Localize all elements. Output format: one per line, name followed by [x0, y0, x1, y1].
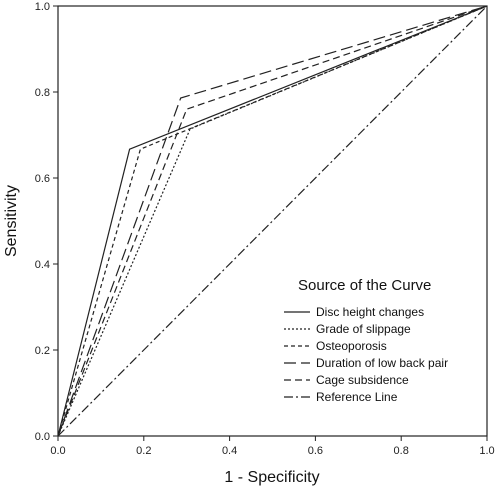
y-tick-label: 1.0 — [35, 1, 50, 13]
legend-label: Cage subsidence — [316, 373, 409, 387]
y-tick-label: 0.2 — [35, 345, 50, 357]
legend-label: Grade of slippage — [316, 322, 411, 336]
y-tick-label: 0.6 — [35, 173, 50, 185]
y-tick-label: 0.4 — [35, 259, 50, 271]
series-line-reference-line — [57, 5, 488, 437]
x-tick-label: 0.4 — [222, 445, 237, 457]
x-tick-label: 0.0 — [50, 445, 65, 457]
x-tick-label: 0.8 — [394, 445, 409, 457]
legend-label: Reference Line — [316, 390, 398, 404]
plot-frame — [57, 5, 488, 437]
series-line-grade-of-slippage — [57, 5, 488, 437]
legend-title: Source of the Curve — [298, 277, 431, 294]
legend-label: Duration of low back pair — [316, 356, 448, 370]
legend: Source of the Curve Disc height changes G… — [284, 277, 448, 404]
y-axis-label: Sensitivity — [3, 185, 20, 257]
series-line-disc-height-changes — [57, 5, 488, 437]
series-line-cage-subsidence — [57, 5, 488, 437]
x-tick-label: 0.2 — [136, 445, 151, 457]
series-line-duration-of-low-back-pair — [57, 5, 488, 437]
legend-label: Osteoporosis — [316, 339, 387, 353]
legend-label: Disc height changes — [316, 305, 424, 319]
y-tick-label: 0.8 — [35, 87, 50, 99]
x-tick-label: 0.6 — [308, 445, 323, 457]
series-line-osteoporosis — [57, 5, 488, 437]
x-tick-label: 1.0 — [479, 445, 494, 457]
x-axis-label: 1 - Specificity — [224, 469, 319, 486]
y-tick-label: 0.0 — [35, 431, 50, 443]
